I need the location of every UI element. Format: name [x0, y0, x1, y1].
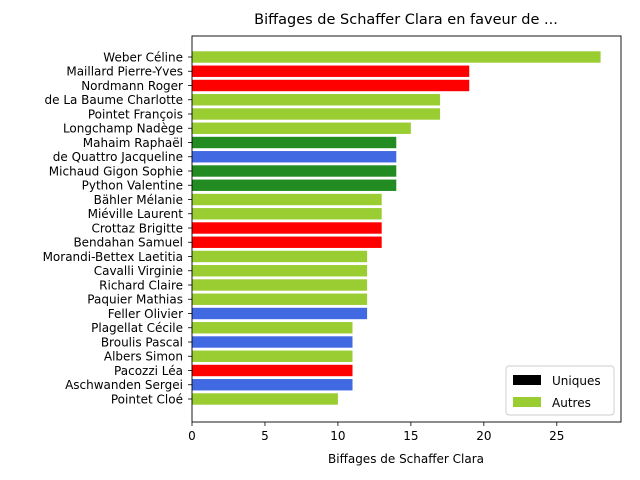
- x-ticks-group: 0 5 10 15 20 25: [188, 422, 564, 443]
- legend-swatch-autres: [513, 397, 541, 407]
- bar: [192, 208, 382, 220]
- bar: [192, 350, 353, 362]
- x-tick-label: 5: [261, 429, 269, 443]
- bar: [192, 65, 470, 77]
- bar: [192, 336, 353, 348]
- bar: [192, 136, 397, 149]
- legend: Uniques Autres: [505, 365, 615, 416]
- bar: [192, 122, 411, 134]
- category-label: Broulis Pascal: [101, 335, 183, 349]
- bar: [192, 94, 441, 106]
- bar: [192, 179, 397, 191]
- bar: [192, 279, 368, 291]
- category-label: de Quattro Jacqueline: [53, 150, 183, 164]
- bar: [192, 307, 368, 320]
- bar: [192, 379, 353, 391]
- category-label: Albers Simon: [104, 350, 183, 364]
- legend-label-autres: Autres: [552, 396, 591, 410]
- bar: [192, 51, 601, 63]
- bar: [192, 165, 397, 177]
- x-axis-label: Biffages de Schaffer Clara: [328, 452, 484, 466]
- category-label: Bendahan Samuel: [73, 236, 183, 250]
- category-label: Maillard Pierre-Yves: [66, 65, 183, 79]
- category-label: Feller Olivier: [108, 307, 183, 321]
- category-label: Python Valentine: [82, 179, 183, 193]
- x-tick-label: 10: [330, 429, 345, 443]
- category-label: Plagellat Cécile: [91, 321, 183, 335]
- category-label: Crottaz Brigitte: [91, 221, 183, 235]
- bar: [192, 293, 368, 305]
- category-label: Michaud Gigon Sophie: [49, 164, 183, 178]
- bar: [192, 151, 397, 163]
- x-tick-label: 25: [549, 429, 564, 443]
- category-label: Weber Céline: [103, 50, 183, 64]
- category-label: Aschwanden Sergei: [65, 378, 183, 392]
- category-label: Pacozzi Léa: [114, 364, 183, 378]
- bar: [192, 250, 368, 263]
- category-label: Paquier Mathias: [87, 293, 183, 307]
- bar: [192, 364, 353, 377]
- legend-swatch-uniques: [513, 375, 541, 385]
- x-tick-label: 0: [188, 429, 196, 443]
- bar: [192, 193, 382, 206]
- category-label: Miéville Laurent: [88, 207, 184, 221]
- category-label: Longchamp Nadège: [63, 122, 183, 136]
- bar: [192, 393, 338, 405]
- category-label: Mahaim Raphaël: [83, 136, 183, 150]
- category-label: Cavalli Virginie: [94, 264, 183, 278]
- legend-label-uniques: Uniques: [552, 374, 601, 388]
- bar: [192, 322, 353, 334]
- x-tick-label: 20: [476, 429, 491, 443]
- bar: [192, 222, 382, 234]
- x-tick-label: 15: [403, 429, 418, 443]
- plot-frame: [191, 35, 622, 423]
- category-label: Nordmann Roger: [81, 79, 183, 93]
- bar: [192, 265, 368, 277]
- category-label: Morandi-Bettex Laetitia: [43, 250, 183, 264]
- category-label: Richard Claire: [99, 278, 183, 292]
- bar: [192, 79, 470, 92]
- category-label: Pointet Cloé: [111, 392, 183, 406]
- category-label: de La Baume Charlotte: [45, 93, 184, 107]
- bar: [192, 236, 382, 248]
- category-label: Bähler Mélanie: [94, 193, 183, 207]
- bar: [192, 108, 441, 120]
- bars-group: [192, 51, 601, 405]
- chart-title: Biffages de Schaffer Clara en faveur de …: [254, 12, 558, 28]
- category-label: Pointet François: [88, 107, 183, 121]
